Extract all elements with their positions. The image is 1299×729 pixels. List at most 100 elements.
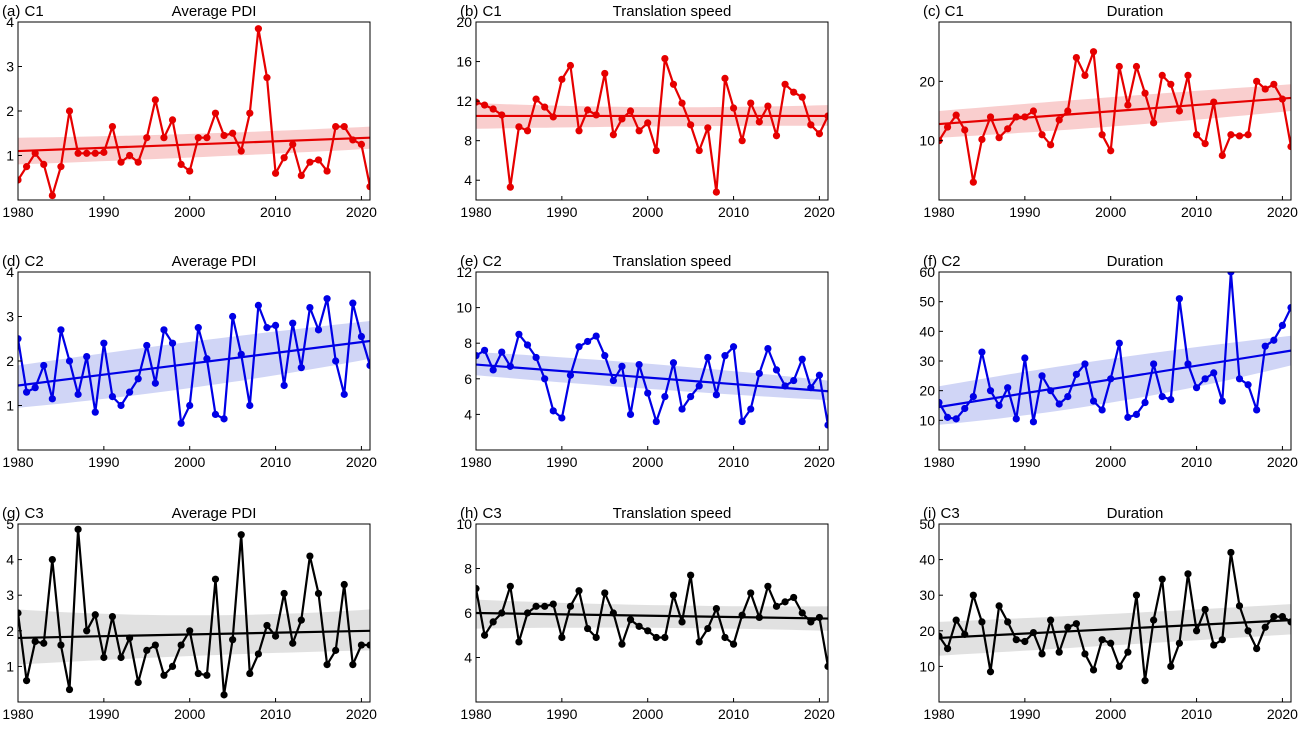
data-point bbox=[729, 343, 738, 351]
data-point bbox=[952, 111, 960, 119]
data-point bbox=[1021, 637, 1029, 646]
data-point bbox=[695, 146, 703, 155]
data-point bbox=[91, 149, 99, 157]
x-tick-label: 2010 bbox=[1181, 706, 1212, 722]
data-point bbox=[1150, 360, 1158, 368]
data-point bbox=[961, 630, 969, 638]
data-point bbox=[695, 382, 703, 390]
y-tick-label: 2 bbox=[6, 623, 14, 639]
x-tick-label: 1990 bbox=[88, 204, 119, 220]
data-point bbox=[1235, 132, 1244, 140]
data-point bbox=[1089, 48, 1098, 56]
data-point bbox=[1184, 360, 1192, 368]
data-point bbox=[254, 25, 262, 33]
data-point bbox=[306, 552, 314, 560]
confidence-band bbox=[939, 335, 1291, 425]
data-point bbox=[618, 640, 626, 648]
data-point bbox=[220, 131, 228, 140]
panel-label: (d) C2 bbox=[2, 253, 44, 270]
data-point bbox=[712, 391, 720, 399]
data-point bbox=[592, 332, 600, 340]
data-point bbox=[1287, 618, 1291, 626]
data-point bbox=[515, 638, 523, 646]
data-point bbox=[323, 167, 331, 175]
chart-panel-5: 1980 1990 2000 2010 2020 10 20 30 40 50 60(f) C2 Du… bbox=[919, 253, 1298, 470]
data-point bbox=[584, 106, 592, 114]
data-point bbox=[626, 107, 635, 115]
data-point bbox=[1270, 612, 1278, 621]
x-tick-label: 2000 bbox=[1095, 706, 1126, 722]
data-point bbox=[661, 393, 669, 401]
data-point bbox=[1167, 662, 1175, 671]
data-point bbox=[366, 183, 370, 191]
data-point bbox=[995, 401, 1003, 410]
panel-label: (a) C1 bbox=[2, 3, 44, 20]
data-point bbox=[74, 390, 82, 398]
data-point bbox=[669, 591, 678, 599]
data-point bbox=[532, 95, 540, 103]
data-point bbox=[186, 401, 194, 410]
data-point bbox=[357, 641, 366, 649]
data-point bbox=[618, 115, 626, 123]
data-point bbox=[995, 602, 1003, 610]
data-point bbox=[584, 624, 592, 633]
data-point bbox=[506, 582, 514, 590]
y-tick-label: 60 bbox=[919, 264, 935, 280]
data-point bbox=[1132, 410, 1141, 418]
data-point bbox=[211, 410, 220, 418]
data-point bbox=[186, 167, 194, 175]
panel-title: Translation speed bbox=[613, 3, 732, 20]
data-point bbox=[1089, 397, 1098, 405]
data-point bbox=[790, 88, 798, 96]
data-point bbox=[626, 616, 635, 624]
panel-label: (c) C1 bbox=[923, 3, 964, 20]
data-point bbox=[1270, 80, 1278, 88]
data-point bbox=[480, 101, 489, 109]
data-point bbox=[523, 127, 532, 135]
data-point bbox=[289, 639, 297, 647]
y-tick-label: 4 bbox=[464, 406, 472, 422]
data-point bbox=[22, 677, 31, 685]
data-point bbox=[1175, 639, 1183, 647]
data-point bbox=[100, 653, 108, 662]
data-point bbox=[366, 361, 370, 370]
data-point bbox=[476, 352, 480, 360]
data-point bbox=[781, 598, 789, 606]
data-point bbox=[498, 111, 506, 119]
data-point bbox=[229, 129, 237, 137]
data-point bbox=[74, 149, 82, 157]
data-point bbox=[134, 678, 142, 687]
x-tick-label: 2010 bbox=[1181, 204, 1212, 220]
data-point bbox=[349, 136, 357, 144]
y-tick-label: 20 bbox=[919, 623, 935, 639]
data-point bbox=[203, 134, 211, 142]
data-point bbox=[601, 352, 609, 360]
data-point bbox=[738, 137, 746, 145]
data-point bbox=[952, 415, 960, 423]
data-point bbox=[1021, 354, 1029, 362]
data-point bbox=[1184, 71, 1192, 79]
data-point bbox=[271, 632, 280, 640]
data-point bbox=[186, 627, 194, 635]
y-tick-label: 4 bbox=[6, 264, 14, 280]
axes-box bbox=[475, 21, 829, 201]
y-tick-label: 50 bbox=[919, 516, 935, 532]
data-point bbox=[1012, 113, 1020, 121]
data-point bbox=[678, 618, 686, 626]
data-point bbox=[584, 337, 592, 346]
data-point bbox=[575, 343, 583, 351]
data-point bbox=[729, 104, 738, 112]
x-tick-label: 2010 bbox=[260, 454, 291, 470]
data-point bbox=[755, 369, 763, 378]
x-tick-label: 2020 bbox=[346, 706, 377, 722]
data-point bbox=[297, 171, 305, 180]
series-line bbox=[18, 297, 370, 425]
data-point bbox=[1158, 575, 1166, 583]
data-point bbox=[772, 132, 781, 140]
data-point bbox=[498, 609, 506, 617]
data-point bbox=[969, 178, 977, 186]
x-tick-label: 1980 bbox=[2, 454, 33, 470]
data-point bbox=[168, 662, 177, 671]
data-point bbox=[271, 321, 280, 329]
data-point bbox=[635, 360, 643, 369]
